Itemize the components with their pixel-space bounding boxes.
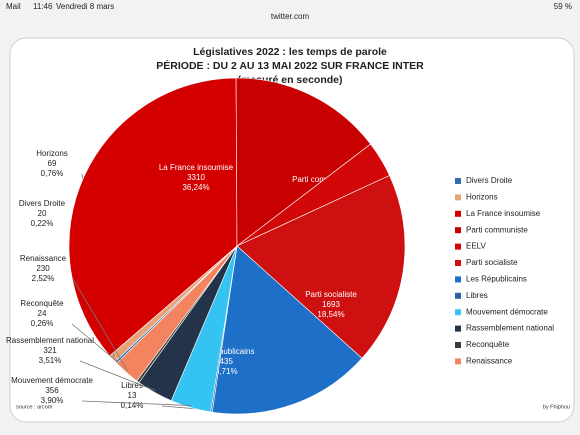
data-label-value: 20 <box>38 209 47 218</box>
data-label-percent: 2,52% <box>32 274 55 283</box>
data-label-name: Divers Droite <box>19 199 66 208</box>
legend-label: Libres <box>466 291 488 300</box>
battery: 59 % <box>554 2 572 11</box>
legend-swatch <box>455 309 461 316</box>
data-label-percent: 0,76% <box>41 169 64 178</box>
leader-line <box>72 278 129 372</box>
legend-swatch <box>455 227 461 234</box>
data-label-percent: 0,14% <box>121 401 144 410</box>
legend-swatch <box>455 178 461 184</box>
legend-swatch <box>455 276 461 283</box>
legend-label: Mouvement démocrate <box>466 307 548 316</box>
url[interactable]: twitter.com <box>271 12 310 21</box>
data-label-name: La France insoumise <box>159 163 234 172</box>
legend-label: Reconquête <box>466 340 510 349</box>
legend-label: Parti socialiste <box>466 258 518 267</box>
status-time: 11:46 <box>33 2 53 11</box>
data-label-name: Libres <box>121 381 143 390</box>
legend-swatch <box>455 260 461 266</box>
pie-slice <box>68 77 238 357</box>
data-label-value: 24 <box>38 309 47 318</box>
legend-swatch <box>455 325 461 332</box>
legend-swatch <box>455 292 461 299</box>
data-label-name: Les Républicains <box>194 347 255 356</box>
data-label-value: 1435 <box>215 357 233 366</box>
data-label-name: Mouvement démocrate <box>11 376 93 385</box>
legend-swatch <box>455 210 461 217</box>
data-label-value: 230 <box>36 264 50 273</box>
legend-swatch <box>455 194 461 201</box>
data-label-percent: 0,22% <box>31 219 54 228</box>
source: source : arcom <box>16 404 53 410</box>
data-label-percent: 3,90% <box>41 396 64 405</box>
data-label-percent: 15,71% <box>210 367 237 376</box>
leader-line <box>81 400 192 406</box>
pie-slice <box>236 175 406 359</box>
data-label-percent: 3,51% <box>39 356 62 365</box>
legend-label: Renaissance <box>466 357 513 366</box>
data-label-name: Parti communiste <box>292 175 354 184</box>
status-date: Vendredi 8 mars <box>56 2 114 11</box>
data-label-percent: 36,24% <box>182 183 209 192</box>
legend-label: Horizons <box>466 193 498 202</box>
data-label-value: 356 <box>45 386 59 395</box>
leader-line <box>79 360 156 392</box>
legend-label: Parti communiste <box>466 225 528 234</box>
data-label-name: Renaissance <box>20 254 67 263</box>
data-label-value: 321 <box>43 346 57 355</box>
data-label-percent: 0,26% <box>31 319 54 328</box>
data-label-name: Reconquête <box>20 299 64 308</box>
data-label-value: 13 <box>128 391 137 400</box>
title: Législatives 2022 : les temps de parole <box>193 46 387 58</box>
status-app[interactable]: Mail <box>6 2 21 11</box>
legend-swatch <box>455 358 461 365</box>
legend-swatch <box>455 342 461 348</box>
data-label-value: 1693 <box>322 300 340 309</box>
data-label-value: 3310 <box>187 173 205 182</box>
legend-label: Rassemblement national <box>466 324 554 333</box>
data-label-value: 69 <box>48 159 57 168</box>
data-label-percent: 18,54% <box>317 310 344 319</box>
credit: by Fhiphou <box>543 404 570 410</box>
legend-label: EELV <box>466 242 487 251</box>
legend-label: Divers Droite <box>466 176 513 185</box>
data-label-name: Horizons <box>36 149 68 158</box>
legend-swatch <box>455 243 461 250</box>
pie-slice <box>235 77 371 247</box>
data-label-name: Parti socialiste <box>305 290 357 299</box>
legend-label: Les Républicains <box>466 275 527 284</box>
pie-slice <box>116 245 238 382</box>
pie-slice <box>211 245 363 415</box>
legend-label: La France insoumise <box>466 209 541 218</box>
data-label-name: Rassemblement national <box>6 336 94 345</box>
title: PÉRIODE : DU 2 AU 13 MAI 2022 SUR FRANCE… <box>156 59 424 72</box>
